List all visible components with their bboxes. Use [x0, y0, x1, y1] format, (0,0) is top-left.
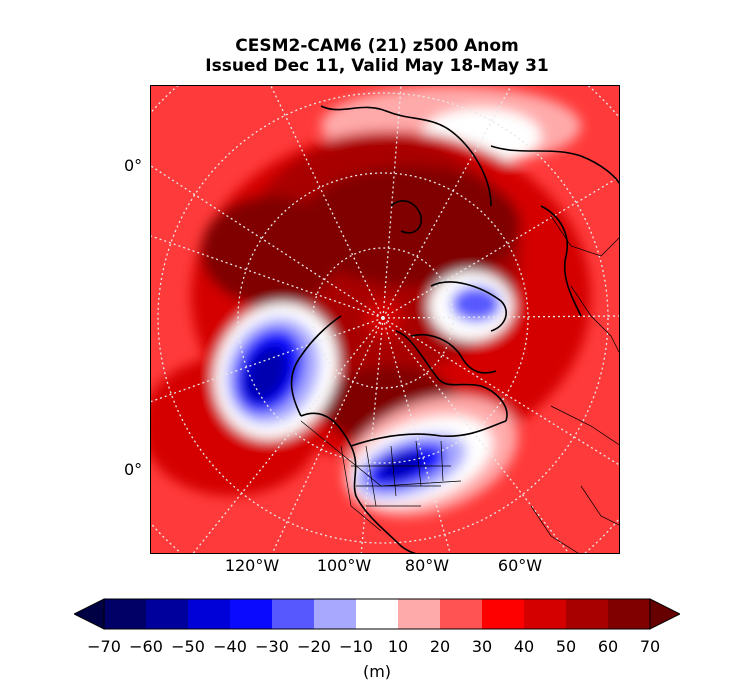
anomaly-max-polar: [301, 166, 521, 286]
colorbar-bin: [356, 599, 399, 629]
colorbar-tick-label: −30: [255, 637, 289, 656]
trough-europe: [451, 286, 501, 322]
colorbar-bin: [440, 599, 483, 629]
colorbar-bin: [104, 599, 147, 629]
colorbar-bin: [230, 599, 273, 629]
lon-label-120w: 120°W: [224, 556, 280, 575]
lon-label-80w: 80°W: [404, 556, 450, 575]
colorbar-bin: [314, 599, 357, 629]
colorbar-extend-low: [74, 598, 105, 630]
lon-label-60w: 60°W: [497, 556, 543, 575]
colorbar-tick-label: −50: [171, 637, 205, 656]
colorbar-bin: [398, 599, 441, 629]
graticule: [151, 86, 619, 553]
lon-label-100w: 100°W: [316, 556, 372, 575]
colorbar-bin: [524, 599, 567, 629]
colorbar-tick-label: −40: [213, 637, 247, 656]
colorbar-bin: [482, 599, 525, 629]
colorbar: [74, 598, 680, 630]
map-title-line-1: CESM2-CAM6 (21) z500 Anom: [235, 36, 519, 56]
colorbar-tick-label: 10: [387, 637, 409, 656]
colorbar-tick-label: −20: [297, 637, 331, 656]
colorbar-tick-label: 60: [597, 637, 619, 656]
lat-label-top: 0°: [124, 156, 143, 175]
colorbar-bin: [566, 599, 609, 629]
colorbar-tick-label: 70: [639, 637, 661, 656]
colorbar-bin: [146, 599, 189, 629]
borders: [300, 215, 619, 553]
colorbar-extend-high: [649, 598, 680, 630]
lat-label-bottom: 0°: [124, 460, 143, 479]
trough-pacific-core: [243, 345, 289, 403]
colorbar-tick-label: 40: [513, 637, 535, 656]
colorbar-tick-label: 20: [429, 637, 451, 656]
colorbar-bin: [608, 599, 651, 629]
anomaly-map: [151, 86, 619, 553]
colorbar-bin: [272, 599, 315, 629]
colorbar-tick-label: −70: [87, 637, 121, 656]
colorbar-tick-label: 30: [471, 637, 493, 656]
colorbar-bin: [188, 599, 231, 629]
colorbar-tick-label: 50: [555, 637, 577, 656]
coastlines: [290, 105, 619, 553]
map-panel: [150, 85, 620, 554]
colorbar-tick-label: −60: [129, 637, 163, 656]
map-title-line-2: Issued Dec 11, Valid May 18-May 31: [205, 56, 549, 76]
colorbar-tick-label: −10: [339, 637, 373, 656]
colorbar-unit: (m): [362, 662, 392, 681]
